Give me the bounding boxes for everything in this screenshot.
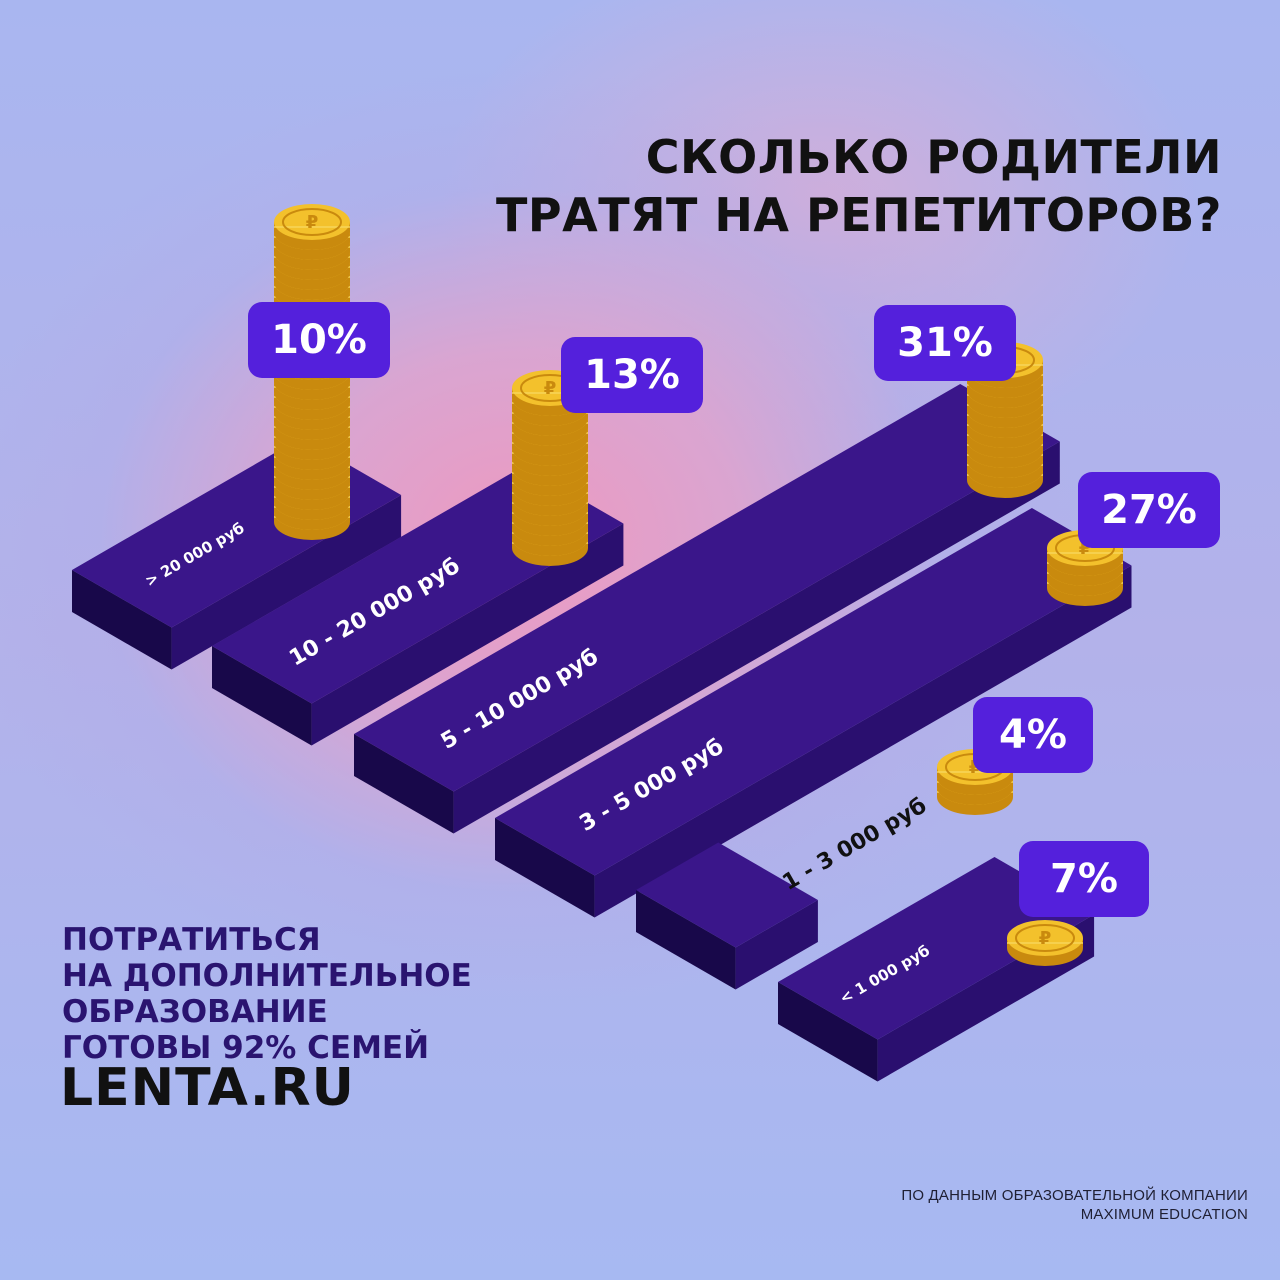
value-badge: 27% xyxy=(1078,472,1220,548)
value-badge: 10% xyxy=(248,302,390,378)
value-badge: 7% xyxy=(1019,841,1149,917)
coin-stack: ₽ xyxy=(1007,920,1083,966)
note-line-1: ПОТРАТИТЬСЯ xyxy=(62,922,321,958)
value-label: 4% xyxy=(999,712,1067,758)
block-top xyxy=(495,508,1132,876)
block-side-left xyxy=(72,570,172,670)
badge-background xyxy=(874,305,1016,381)
value-badge: 31% xyxy=(874,305,1016,381)
value-label: 13% xyxy=(584,352,680,398)
block-top xyxy=(354,384,1060,792)
block-shade xyxy=(354,734,454,834)
ruble-sign: ₽ xyxy=(544,378,557,399)
badge-background xyxy=(561,337,703,413)
badge-background xyxy=(1019,841,1149,917)
price-block: 3 - 5 000 руб xyxy=(495,508,1132,918)
source-line-2: MAXIMUM EDUCATION xyxy=(1080,1206,1248,1223)
block-side-left xyxy=(354,734,454,834)
block-side-front xyxy=(311,523,624,746)
title-line-2: ТРАТЯТ НА РЕПЕТИТОРОВ? xyxy=(496,188,1222,242)
block-side-left xyxy=(778,982,878,1082)
block-side-left xyxy=(636,890,736,990)
block-shade xyxy=(495,818,595,918)
badge-background xyxy=(248,302,390,378)
lenta-logo[interactable]: LENTA.RU xyxy=(60,1058,355,1118)
block-side-front xyxy=(171,495,402,670)
block-shade xyxy=(72,570,172,670)
coin-stack: ₽ xyxy=(967,342,1043,498)
source-caption: ПО ДАННЫМ ОБРАЗОВАТЕЛЬНОЙ КОМПАНИИ MAXIM… xyxy=(901,1186,1248,1224)
page-title: СКОЛЬКО РОДИТЕЛИ ТРАТЯТ НА РЕПЕТИТОРОВ? xyxy=(496,128,1222,244)
block-side-left xyxy=(495,818,595,918)
block-side-front xyxy=(453,441,1060,834)
coin-rim xyxy=(282,208,342,236)
ruble-sign: ₽ xyxy=(1039,928,1052,949)
value-label: 7% xyxy=(1050,856,1118,902)
block-side-left xyxy=(212,646,312,746)
title-line-1: СКОЛЬКО РОДИТЕЛИ xyxy=(645,130,1222,184)
badge-background xyxy=(1078,472,1220,548)
value-label: 10% xyxy=(271,317,367,363)
block-side-front xyxy=(735,900,818,990)
block-top xyxy=(778,857,1095,1040)
ruble-sign: ₽ xyxy=(306,212,319,233)
block-shade xyxy=(212,646,312,746)
block-shade xyxy=(778,982,878,1082)
block-side-front xyxy=(594,565,1132,918)
value-label: 31% xyxy=(897,320,993,366)
badge-background xyxy=(973,697,1093,773)
value-badge: 13% xyxy=(561,337,703,413)
note-line-3: ОБРАЗОВАНИЕ xyxy=(62,994,328,1030)
note-line-2: НА ДОПОЛНИТЕЛЬНОЕ xyxy=(62,958,472,994)
source-line-1: ПО ДАННЫМ ОБРАЗОВАТЕЛЬНОЙ КОМПАНИИ xyxy=(901,1187,1248,1204)
value-badge: 4% xyxy=(973,697,1093,773)
block-top xyxy=(636,842,818,948)
block-shade xyxy=(636,890,736,990)
coin-rim xyxy=(1015,924,1075,952)
category-label: 1 - 3 000 руб xyxy=(778,793,931,896)
value-label: 27% xyxy=(1101,487,1197,533)
summary-note: ПОТРАТИТЬСЯ НА ДОПОЛНИТЕЛЬНОЕ ОБРАЗОВАНИ… xyxy=(62,922,472,1066)
note-line-4: ГОТОВЫ 92% СЕМЕЙ xyxy=(62,1030,430,1066)
